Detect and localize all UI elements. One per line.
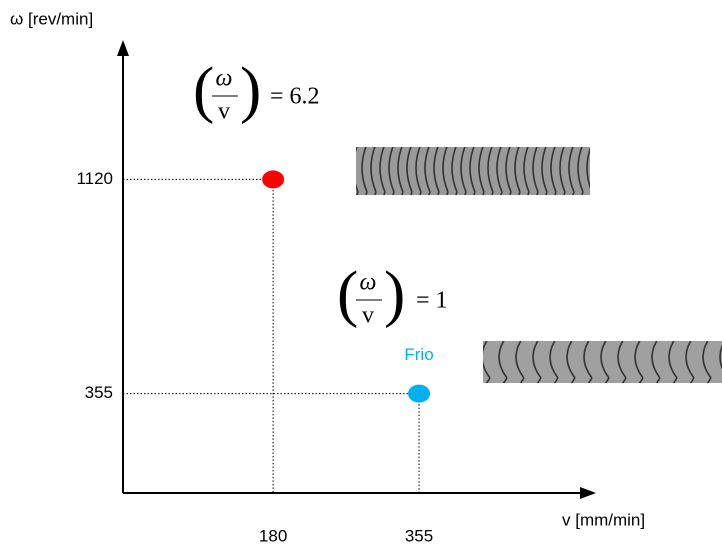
paren: ( bbox=[193, 54, 214, 125]
point-label: Frio bbox=[404, 345, 433, 364]
paren: ) bbox=[240, 54, 261, 125]
annotation-text: = 6.2 bbox=[270, 84, 320, 110]
numerator: ω bbox=[216, 66, 233, 92]
point bbox=[262, 170, 285, 189]
x-tick-label: 180 bbox=[259, 526, 287, 545]
denominator: v bbox=[218, 99, 230, 125]
y-arrow bbox=[117, 40, 129, 56]
denominator: v bbox=[362, 303, 374, 329]
weld-texture bbox=[356, 147, 590, 195]
weld-texture bbox=[483, 341, 722, 383]
y-tick-label: 1120 bbox=[76, 169, 113, 188]
annotation: ( ω v ) = 1 bbox=[337, 258, 448, 329]
paren: ) bbox=[384, 258, 405, 329]
x-arrow bbox=[580, 487, 596, 499]
y-axis-label: ω [rev/min] bbox=[10, 9, 93, 28]
annotation-text: = 1 bbox=[416, 288, 448, 314]
x-axis-label: v [mm/min] bbox=[562, 510, 645, 529]
point bbox=[408, 384, 431, 403]
annotation: ( ω v ) = 6.2 bbox=[193, 54, 320, 125]
paren: ( bbox=[337, 258, 358, 329]
y-tick-label: 355 bbox=[85, 383, 113, 402]
x-tick-label: 355 bbox=[405, 526, 433, 545]
numerator: ω bbox=[360, 270, 377, 296]
